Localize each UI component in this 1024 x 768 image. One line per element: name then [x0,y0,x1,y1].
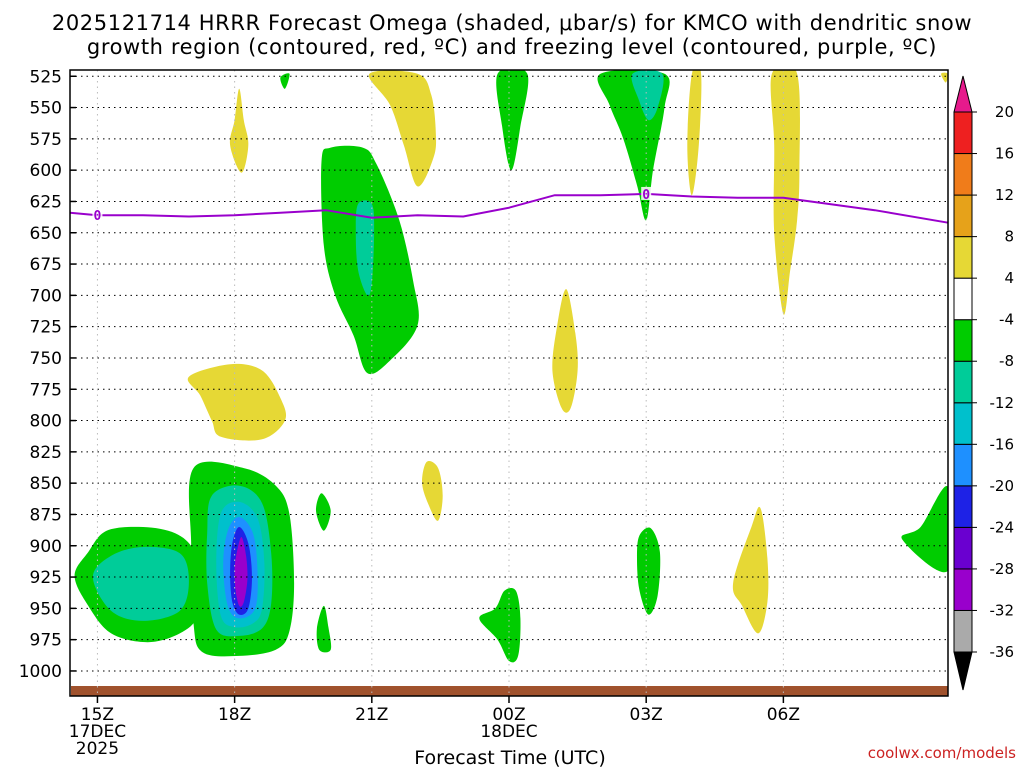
omega-region-rise-g-05z [770,70,800,315]
omega-region-rise-b-18z [229,88,249,173]
colorbar-tick-label: 8 [1004,228,1014,246]
colorbar-tick-label: -4 [999,311,1014,329]
colorbar-bin [953,443,973,487]
colorbar-tick-label: 4 [1004,269,1014,287]
y-tick-label: 650 [30,224,62,244]
y-tick-label: 775 [30,380,62,400]
omega-region-rise-c-21z [368,70,437,187]
y-tick-label: 550 [30,99,62,119]
colorbar-bin [953,568,973,611]
omega-region-rise-e-01z [552,289,578,413]
omega-region-sink-g-00z [496,70,529,171]
colorbar-tick-label: -8 [999,352,1014,370]
omega-region-sink-j-03zlow [637,527,661,615]
omega-colorbar: -36 -32 -28 -24 -20 -16 -12 -8 -4 4 8 12 16 20 [953,75,1015,691]
x-tick-label: 2025 [76,739,119,759]
colorbar-tick-label: -28 [990,560,1015,578]
omega-shading [74,70,948,663]
y-tick-label: 800 [30,412,62,432]
chart-title-line-2: growth region (contoured, red, ºC) and f… [87,35,937,59]
x-tick-label: 15Z [81,705,114,725]
colorbar-tick-label: -36 [990,643,1015,661]
omega-region-sink-a-15z-inner [92,546,189,621]
colorbar-bin [953,277,973,321]
colorbar-bin [953,111,973,155]
omega-region-sink-f-2005low [316,605,332,653]
y-tick-label: 900 [30,537,62,557]
omega-region-rise-f-04z [687,70,702,196]
omega-region-sink-i-03z-inner [631,70,664,121]
y-tick-label: 875 [30,505,62,525]
y-tick-label: 825 [30,443,62,463]
colorbar-tick-label: -24 [990,518,1015,536]
colorbar-bin [953,319,973,362]
y-tick-label: 850 [30,474,62,494]
freezing-label-bg [641,186,652,200]
omega-region-sink-k-0730 [901,486,948,573]
colorbar-over-triangle [953,75,973,113]
omega-region-sink-e-2005 [315,493,331,531]
y-tick-label: 925 [30,568,62,588]
colorbar-bin [953,194,973,238]
freezing-level-contour [69,192,949,224]
y-tick-label: 675 [30,255,62,275]
colorbar-tick-label: -32 [990,601,1015,619]
freezing-level-label: 0 [94,209,102,224]
omega-region-rise-i-0730 [941,72,948,83]
freezing-label-bg [92,208,103,222]
y-tick-label: 575 [30,130,62,150]
y-tick-label: 700 [30,286,62,306]
colorbar-bin [953,402,973,445]
omega-region-sink-h-00zlow [479,587,521,663]
chart-title-line-1: 2025121714 HRRR Forecast Omega (shaded, … [52,11,972,35]
x-tick-label: 00Z [492,705,525,725]
colorbar-tick-label: -12 [990,394,1015,412]
omega-region-rise-h-05zlow [732,506,769,634]
freezing-level-labels: 00 [92,186,652,224]
colorbar-bin [953,153,973,196]
y-tick-label: 975 [30,631,62,651]
ground-terrain [71,686,948,696]
freezing-level-label: 0 [642,188,650,203]
y-tick-label: 600 [30,161,62,181]
y-axis-pressure-ticks: 525 550 575 600 625 650 675 700 725 750 775 800 825 8… [19,67,76,682]
y-tick-label: 625 [30,192,62,212]
x-tick-label: 06Z [767,705,800,725]
omega-region-sink-c-20z-inner [355,200,375,296]
x-axis-label: Forecast Time (UTC) [414,747,605,768]
colorbar-tick-label: 20 [995,103,1014,121]
colorbar-bin [953,526,973,570]
y-tick-label: 750 [30,349,62,369]
colorbar-tick-label: 16 [995,145,1014,163]
omega-region-rise-d-2130 [422,461,443,521]
credit-link[interactable]: coolwx.com/models [868,744,1016,762]
omega-region-rise-a-1730 [187,363,287,441]
colorbar-tick-label: -16 [990,435,1015,453]
y-tick-label: 525 [30,67,62,87]
omega-region-sink-b-18z-core [234,536,248,607]
x-tick-label: 18DEC [480,722,537,742]
colorbar-bin [953,236,973,279]
x-tick-label: 18Z [218,705,251,725]
omega-region-sink-d-1930 [280,73,290,89]
colorbar-tick-label: -20 [990,477,1015,495]
x-tick-label: 21Z [355,705,388,725]
y-tick-label: 725 [30,318,62,338]
x-tick-label: 03Z [630,705,663,725]
x-tick-label: 17DEC [69,722,126,742]
y-tick-label: 1000 [19,662,62,682]
grid-lines [70,70,948,696]
colorbar-bin [953,485,973,528]
colorbar-tick-label: 12 [995,186,1014,204]
colorbar-bin [953,609,973,653]
y-tick-label: 950 [30,599,62,619]
colorbar-bin [953,360,973,404]
colorbar-under-triangle [953,651,973,691]
